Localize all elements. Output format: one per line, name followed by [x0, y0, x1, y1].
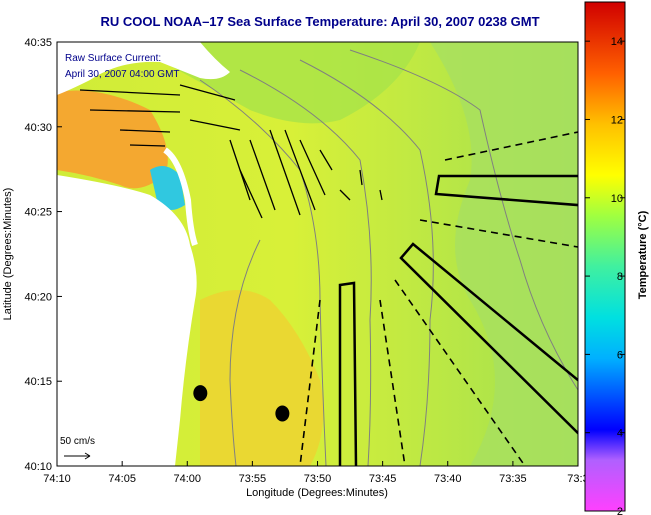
colorbar-tick-label: 8 [617, 271, 623, 283]
warm-water-bay [57, 90, 168, 189]
colorbar-tick-label: 2 [617, 506, 623, 515]
chart-title: RU COOL NOAA–17 Sea Surface Temperature:… [100, 14, 539, 29]
colorbar [584, 1, 626, 512]
x-tick-label: 74:05 [108, 473, 136, 485]
colorbar-label: Temperature (°C) [637, 210, 649, 299]
x-axis-label: Longitude (Degrees:Minutes) [246, 487, 388, 499]
x-tick-label: 73:55 [239, 473, 267, 485]
current-vectors [79, 84, 383, 219]
y-tick-label: 40:20 [24, 291, 52, 303]
markers [193, 385, 290, 422]
y-tick-label: 40:10 [24, 461, 52, 473]
x-tick-label: 73:3 [567, 473, 588, 485]
annotation-line-1: Raw Surface Current: [65, 53, 161, 64]
y-tick-label: 40:30 [24, 122, 52, 134]
x-tick-label: 74:10 [43, 473, 71, 485]
scale-label: 50 cm/s [60, 436, 95, 447]
scale-arrow [64, 452, 91, 460]
y-axis-ticks: 40:10 40:15 40:20 40:25 40:30 40:35 [24, 37, 62, 473]
cool-water-east [430, 42, 578, 466]
site-marker [275, 405, 290, 422]
site-marker [193, 385, 208, 402]
x-tick-label: 74:00 [174, 473, 202, 485]
x-tick-label: 73:45 [369, 473, 397, 485]
colorbar-tick-label: 6 [617, 349, 623, 361]
x-tick-label: 73:35 [499, 473, 527, 485]
cool-water-north [57, 42, 420, 124]
colorbar-tick-label: 4 [617, 428, 623, 440]
plot-area [57, 42, 578, 466]
colorbar-tick-label: 14 [611, 36, 623, 48]
x-tick-label: 73:40 [434, 473, 462, 485]
coverage-lines [299, 131, 578, 466]
x-axis-ticks: 74:10 74:05 74:00 73:55 73:50 73:45 73:40 73:35… [43, 461, 589, 485]
land-north [57, 42, 230, 95]
y-tick-label: 40:15 [24, 376, 52, 388]
y-tick-label: 40:25 [24, 207, 52, 219]
colorbar-ticks: 2 4 6 8 10 12 14 [585, 36, 625, 515]
annotation-line-2: April 30, 2007 04:00 GMT [65, 69, 180, 80]
sandy-hook [163, 147, 198, 246]
x-tick-label: 73:50 [304, 473, 332, 485]
y-tick-label: 40:35 [24, 37, 52, 49]
colorbar-tick-label: 10 [611, 193, 623, 205]
cold-spot-bay [150, 166, 185, 210]
colorbar-tick-label: 12 [611, 114, 623, 126]
y-axis-label: Latitude (Degrees:Minutes) [2, 188, 14, 321]
warm-water-shore [200, 290, 324, 466]
bathymetry-contours [199, 49, 578, 466]
land-nj [57, 175, 197, 466]
